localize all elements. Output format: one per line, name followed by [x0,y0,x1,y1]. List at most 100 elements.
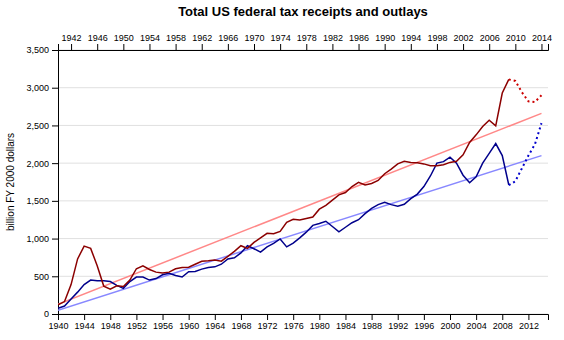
tick-label: 1950 [114,33,134,43]
tick: 2006 [480,33,500,50]
tick: 2002 [454,33,474,50]
tick-label: 1968 [231,321,251,331]
tick: 1980 [310,314,330,331]
series-line [58,79,509,305]
tick: 1964 [205,314,225,331]
tick-mark [202,44,203,50]
tick-label: 1942 [62,33,82,43]
tick: 1986 [349,33,369,50]
tick-label: 2008 [493,321,513,331]
tick-mark [71,44,72,50]
tick-mark [215,314,216,320]
tick-mark [52,125,58,126]
tick-mark [241,314,242,320]
axis-domain [52,51,59,315]
tick-label: 1944 [75,321,95,331]
tick-label: 1994 [401,33,421,43]
y-axis: 05001,0001,5002,0002,5003,0003,500 [26,45,58,319]
tick-label: 1,000 [26,234,49,244]
tick-mark [502,314,503,320]
tick-label: 1964 [205,321,225,331]
grid-line [58,125,548,126]
grid-line [58,238,548,239]
tick: 0 [44,309,58,319]
series-line [58,113,541,304]
tick-label: 1966 [218,33,238,43]
series-line [58,156,541,311]
axis-domain [59,315,549,321]
lines [58,79,541,310]
tick: 1942 [62,33,82,50]
tick-mark [541,44,542,50]
tick-mark [280,44,281,50]
axis-domain [59,44,549,51]
tick-label: 1970 [244,33,264,43]
grid [58,50,548,314]
tick-mark [463,44,464,50]
tick-label: 1948 [101,321,121,331]
tick-label: 1998 [427,33,447,43]
tick-mark [149,44,150,50]
tick: 1944 [75,314,95,331]
tick-mark [476,314,477,320]
tick-mark [52,50,58,51]
tick-mark [52,201,58,202]
tick: 1978 [297,33,317,50]
tick: 1952 [127,314,147,331]
tick-mark [267,314,268,320]
grid-line [58,200,548,201]
tick-label: 2006 [480,33,500,43]
tick: 1976 [284,314,304,331]
tick: 1958 [166,33,186,50]
tick-mark [97,44,98,50]
series-line [509,79,542,102]
tick-mark [359,44,360,50]
grid-line [58,87,548,88]
tick-mark [306,44,307,50]
tick-label: 1952 [127,321,147,331]
tick-mark [424,314,425,320]
tick: 1956 [153,314,173,331]
tick: 1984 [336,314,356,331]
tick-label: 3,000 [26,83,49,93]
tick-label: 1992 [388,321,408,331]
tick-label: 1956 [153,321,173,331]
tick-label: 2010 [506,33,526,43]
tick: 1940 [48,314,68,331]
tick-label: 1960 [179,321,199,331]
tick: 1992 [388,314,408,331]
tick: 1990 [375,33,395,50]
tick-label: 1954 [140,33,160,43]
tick: 1982 [323,33,343,50]
tick: 1946 [88,33,108,50]
tick: 2012 [519,314,539,331]
tick: 3,000 [26,83,58,93]
tick-label: 500 [34,272,49,282]
tick-mark [515,44,516,50]
tick: 1950 [114,33,134,50]
tick-label: 1990 [375,33,395,43]
tick-label: 1986 [349,33,369,43]
tick-label: 1962 [192,33,212,43]
tick-label: 1958 [166,33,186,43]
series-line [509,123,542,185]
tick: 2000 [440,314,460,331]
tick: 1,500 [26,196,58,206]
tick: 1966 [218,33,238,50]
tick-mark [52,88,58,89]
tick: 2004 [467,314,487,331]
plot: 1940194419481952195619601964196819721976… [26,33,552,331]
tick: 1948 [101,314,121,331]
tick: 1974 [271,33,291,50]
tick-label: 3,500 [26,45,49,55]
tick: 1962 [192,33,212,50]
tick-label: 1976 [284,321,304,331]
tick-mark [528,314,529,320]
tick-label: 1982 [323,33,343,43]
chart: 1940194419481952195619601964196819721976… [0,0,564,340]
tick-label: 1978 [297,33,317,43]
tick-label: 2014 [532,33,552,43]
tick-label: 2,000 [26,159,49,169]
tick: 2010 [506,33,526,50]
tick-label: 1980 [310,321,330,331]
